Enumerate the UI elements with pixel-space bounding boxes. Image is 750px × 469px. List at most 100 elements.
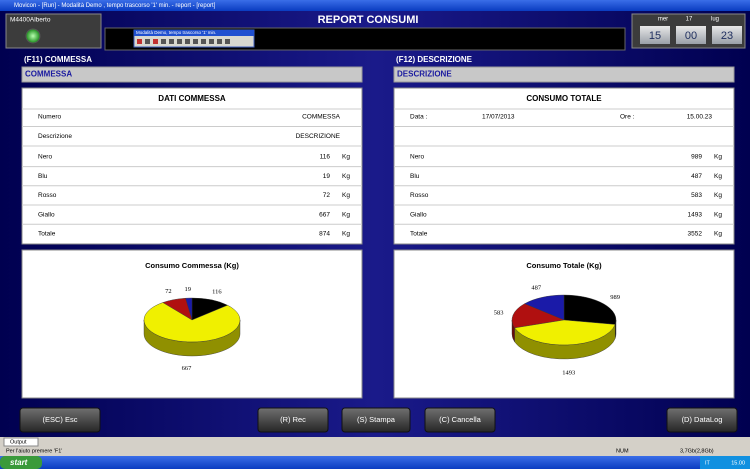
tool-icon[interactable] [209,39,214,44]
row-label: Totale [410,231,428,238]
row-label: Giallo [410,211,427,218]
info-label: Descrizione [38,133,72,140]
output-tab[interactable] [3,437,39,447]
section-bar [393,66,735,83]
row-label: Blu [38,173,48,180]
section-bar-label: COMMESSA [25,70,72,79]
row-value: 487 [691,173,702,180]
section-bar [21,66,363,83]
row-unit: Kg [342,211,350,218]
row-label: Rosso [410,192,429,199]
row-value: 989 [691,154,702,161]
row-label: Nero [410,154,424,161]
section-label: (F12) DESCRIZIONE [396,55,473,64]
button-label: (S) Stampa [357,415,396,424]
status-memory: 3,7Gb(2,8Gb) [680,448,714,454]
info-label: Ore : [620,114,635,121]
pie-label: 116 [212,288,222,295]
row-unit: Kg [342,192,350,199]
row-value: 874 [319,231,330,238]
row-unit: Kg [342,231,350,238]
button[interactable] [257,407,329,433]
info-value: COMMESSA [302,114,341,121]
taskbar [0,456,750,469]
status-help: Per l'aiuto premere 'F1' [6,448,62,454]
status-area [0,437,750,456]
row-label: Nero [38,154,52,161]
row-unit: Kg [342,173,350,180]
button-label: (C) Cancella [439,415,482,424]
pie-slice [511,303,565,329]
row-unit: Kg [714,231,722,238]
row-unit: Kg [714,154,722,161]
button[interactable] [341,407,411,433]
tray-language: IT [705,460,711,466]
row-value: 1493 [688,211,703,218]
table-title: DATI COMMESSA [158,94,226,103]
row-label: Giallo [38,211,55,218]
tool-icon[interactable] [185,39,190,44]
pie-label: 487 [531,285,542,292]
status-led [25,28,41,44]
pie-label: 72 [165,288,172,295]
tool-icon[interactable] [137,39,142,44]
status-num: NUM [616,448,629,454]
row-value: 116 [320,154,331,161]
start-button[interactable] [0,456,42,469]
clock-minutes: 00 [685,30,697,42]
row-value: 3552 [688,231,703,238]
pie-label: 583 [494,310,504,317]
button-label: (ESC) Esc [42,415,77,424]
demo-toolbar [137,39,230,44]
tool-icon[interactable] [225,39,230,44]
button[interactable] [666,407,738,433]
demo-window-title: Modalità Demo, tempo trascorso '1' min. [136,30,216,35]
tool-icon[interactable] [145,39,150,44]
pie-slice [143,302,241,343]
tool-icon[interactable] [217,39,222,44]
row-value: 667 [319,211,330,218]
tool-icon[interactable] [201,39,206,44]
data-table [393,87,735,245]
chart-title: Consumo Commessa (Kg) [145,261,239,270]
clock-digit-box [712,26,742,44]
content: (F11) COMMESSA COMMESSA DATI COMMESSA Numer… [19,55,738,468]
pie-label: 667 [182,365,193,372]
demo-window-caption [134,30,254,36]
row-label: Rosso [38,192,57,199]
tool-icon[interactable] [177,39,182,44]
row-unit: Kg [714,192,722,199]
button-label: (D) DataLog [682,415,723,424]
pie-label: 19 [185,286,192,293]
row-unit: Kg [714,173,722,180]
output-tab-label: Output [10,439,27,445]
start-label: start [10,458,28,467]
button-label: (R) Rec [280,415,306,424]
title-bar [0,0,750,11]
clock-digit-box [676,26,706,44]
station-name: M4400Alberto [10,17,51,24]
row-label: Totale [38,231,56,238]
section-bar-label: DESCRIZIONE [397,70,452,79]
window-title: Movicon - [Run] - Modalità Demo , tempo … [14,3,216,9]
chart-title: Consumo Totale (Kg) [526,261,602,270]
tool-icon[interactable] [153,39,158,44]
button[interactable] [19,407,101,433]
station-box [5,13,102,49]
data-table [21,87,363,245]
page-title: REPORT CONSUMI [318,14,419,26]
row-value: 583 [691,192,702,199]
pie-slice [563,294,617,325]
row-unit: Kg [342,154,350,161]
info-label: Data : [410,114,428,121]
tool-icon[interactable] [169,39,174,44]
clock-seconds: 23 [721,30,733,42]
row-label: Blu [410,173,420,180]
pie-label: 989 [610,294,620,301]
row-value: 19 [323,173,331,180]
tool-icon[interactable] [193,39,198,44]
tool-icon[interactable] [161,39,166,44]
clock-day: 17 [686,17,693,23]
button[interactable] [424,407,496,433]
